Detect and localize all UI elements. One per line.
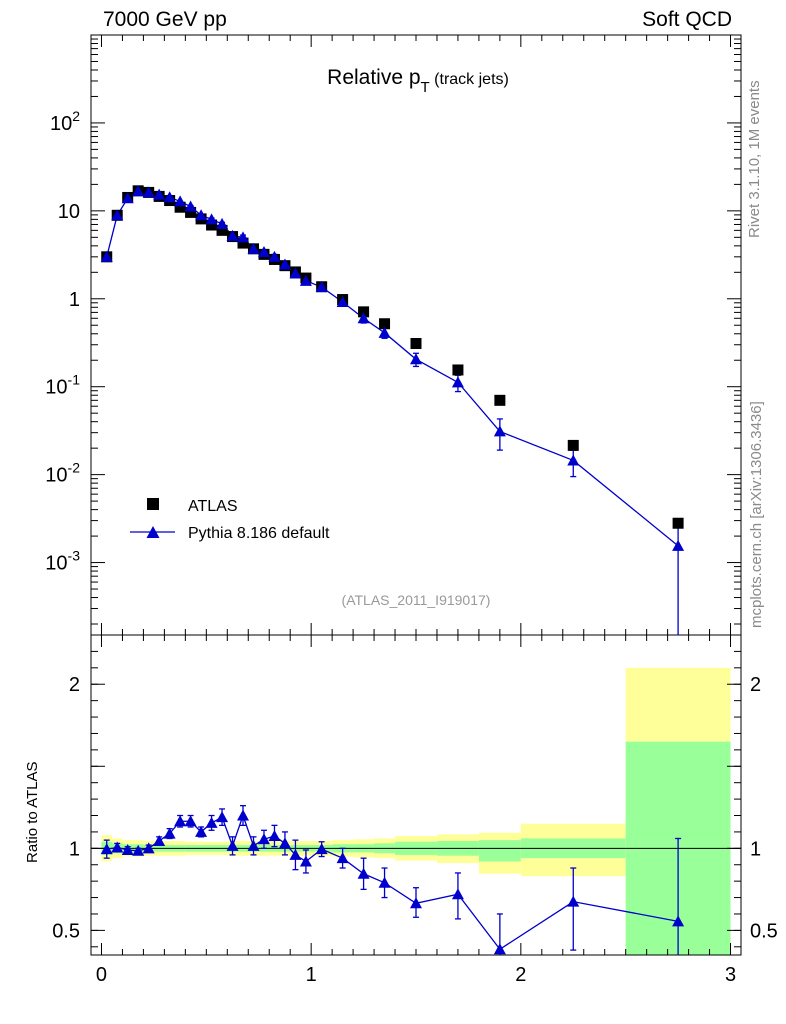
- ratio-point-19: [299, 855, 312, 867]
- ratio-point-18: [289, 848, 302, 860]
- ratio-point-10: [205, 816, 218, 828]
- band-inner-12: [478, 840, 521, 862]
- header-right: Soft QCD: [642, 8, 732, 31]
- atlas-point-8: [185, 206, 197, 218]
- mc-point-1: [111, 209, 124, 221]
- atlas-point-7: [174, 201, 186, 213]
- ratio-point-1: [111, 841, 124, 853]
- mc-point-23: [378, 326, 391, 338]
- ratio-ylabel-r-1: 1: [750, 838, 761, 860]
- ratio-ylabel-r-2: 2: [750, 674, 761, 696]
- x-tick-label-1: 1: [306, 964, 317, 986]
- main-frame: [90, 34, 742, 636]
- ratio-point-5: [153, 834, 166, 846]
- x-tick-label-3: 3: [725, 964, 736, 986]
- mc-point-4: [142, 186, 155, 198]
- mc-point-8: [184, 200, 197, 212]
- ratio-point-8: [184, 815, 197, 827]
- mc-point-12: [226, 229, 239, 241]
- mc-point-6: [163, 191, 176, 203]
- ratio-point-17: [278, 837, 291, 849]
- atlas-point-23: [379, 318, 391, 330]
- ratio-point-14: [247, 839, 260, 851]
- atlas-point-13: [237, 237, 249, 249]
- mc-point-28: [672, 539, 685, 551]
- ratio-point-3: [132, 844, 145, 856]
- mc-point-17: [278, 258, 291, 270]
- ratio-ylabel-l-1: 1: [69, 838, 80, 860]
- mc-point-0: [100, 250, 113, 262]
- mc-point-10: [205, 213, 218, 225]
- watermark-label: (ATLAS_2011_I919017): [342, 592, 491, 608]
- y-tick-label-1: 10-2: [45, 460, 80, 487]
- mc-point-11: [216, 217, 229, 229]
- mc-point-7: [174, 195, 187, 207]
- atlas-point-27: [567, 439, 579, 451]
- mc-point-26: [493, 425, 506, 437]
- atlas-point-22: [358, 306, 370, 318]
- ratio-axis-label: Ratio to ATLAS: [24, 762, 41, 863]
- ratio-point-11: [216, 811, 229, 823]
- mc-line: [106, 190, 679, 547]
- y-tick-label-5: 102: [50, 108, 80, 135]
- mc-point-15: [257, 246, 270, 258]
- mc-point-3: [132, 185, 145, 197]
- atlas-point-11: [216, 224, 228, 236]
- ratio-point-2: [121, 843, 134, 855]
- atlas-point-28: [672, 517, 684, 529]
- mc-point-2: [121, 192, 134, 204]
- legend-atlas-marker: [147, 498, 159, 510]
- legend-atlas-label: ATLAS: [188, 498, 238, 515]
- x-tick-label-2: 2: [515, 964, 526, 986]
- ratio-point-12: [226, 839, 239, 851]
- ratio-ylabel-r-0: 0.5: [750, 920, 778, 942]
- atlas-point-10: [206, 219, 218, 231]
- y-tick-label-4: 10: [58, 201, 80, 223]
- ratio-point-28: [672, 915, 685, 927]
- ratio-point-16: [268, 830, 281, 842]
- mc-point-21: [336, 295, 349, 307]
- y-tick-label-0: 10-3: [45, 548, 80, 575]
- ratio-point-26: [493, 943, 506, 955]
- ratio-point-15: [257, 833, 270, 845]
- ratio-point-22: [357, 867, 370, 879]
- mc-point-13: [237, 231, 250, 243]
- ratio-point-25: [451, 888, 464, 900]
- ratio-point-21: [336, 852, 349, 864]
- atlas-point-24: [410, 338, 422, 350]
- ratio-point-0: [100, 843, 113, 855]
- x-tick-label-0: 0: [96, 964, 107, 986]
- y-tick-label-2: 10-1: [45, 372, 80, 399]
- ratio-point-9: [195, 825, 208, 837]
- ratio-point-24: [410, 897, 422, 909]
- ratio-point-4: [142, 842, 155, 854]
- chart-title: Relative pT (track jets): [327, 66, 509, 96]
- ratio-point-6: [163, 827, 176, 839]
- mc-point-9: [195, 209, 208, 221]
- mc-point-25: [451, 376, 464, 388]
- atlas-point-26: [494, 394, 506, 406]
- ratio-point-27: [567, 895, 580, 907]
- ratio-point-20: [315, 843, 328, 855]
- mc-point-27: [567, 454, 580, 466]
- y-tick-label-3: 1: [69, 289, 80, 311]
- ratio-ylabel-l-2: 2: [69, 674, 80, 696]
- ratio-point-13: [237, 809, 250, 821]
- mc-point-14: [247, 242, 260, 254]
- ratio-ylabel-l-0: 0.5: [52, 920, 80, 942]
- mc-point-24: [410, 353, 422, 365]
- mc-point-22: [357, 312, 370, 324]
- mc-point-19: [299, 274, 312, 286]
- mc-point-16: [268, 250, 281, 262]
- mc-point-5: [153, 188, 166, 200]
- legend-mc-marker: [146, 526, 160, 538]
- atlas-point-25: [452, 364, 464, 376]
- mc-point-18: [289, 267, 302, 279]
- ratio-point-23: [378, 876, 391, 888]
- header-left: 7000 GeV pp: [103, 8, 227, 31]
- legend-mc-label: Pythia 8.186 default: [188, 525, 330, 542]
- ratio-point-7: [174, 815, 187, 827]
- mc-point-20: [315, 281, 328, 293]
